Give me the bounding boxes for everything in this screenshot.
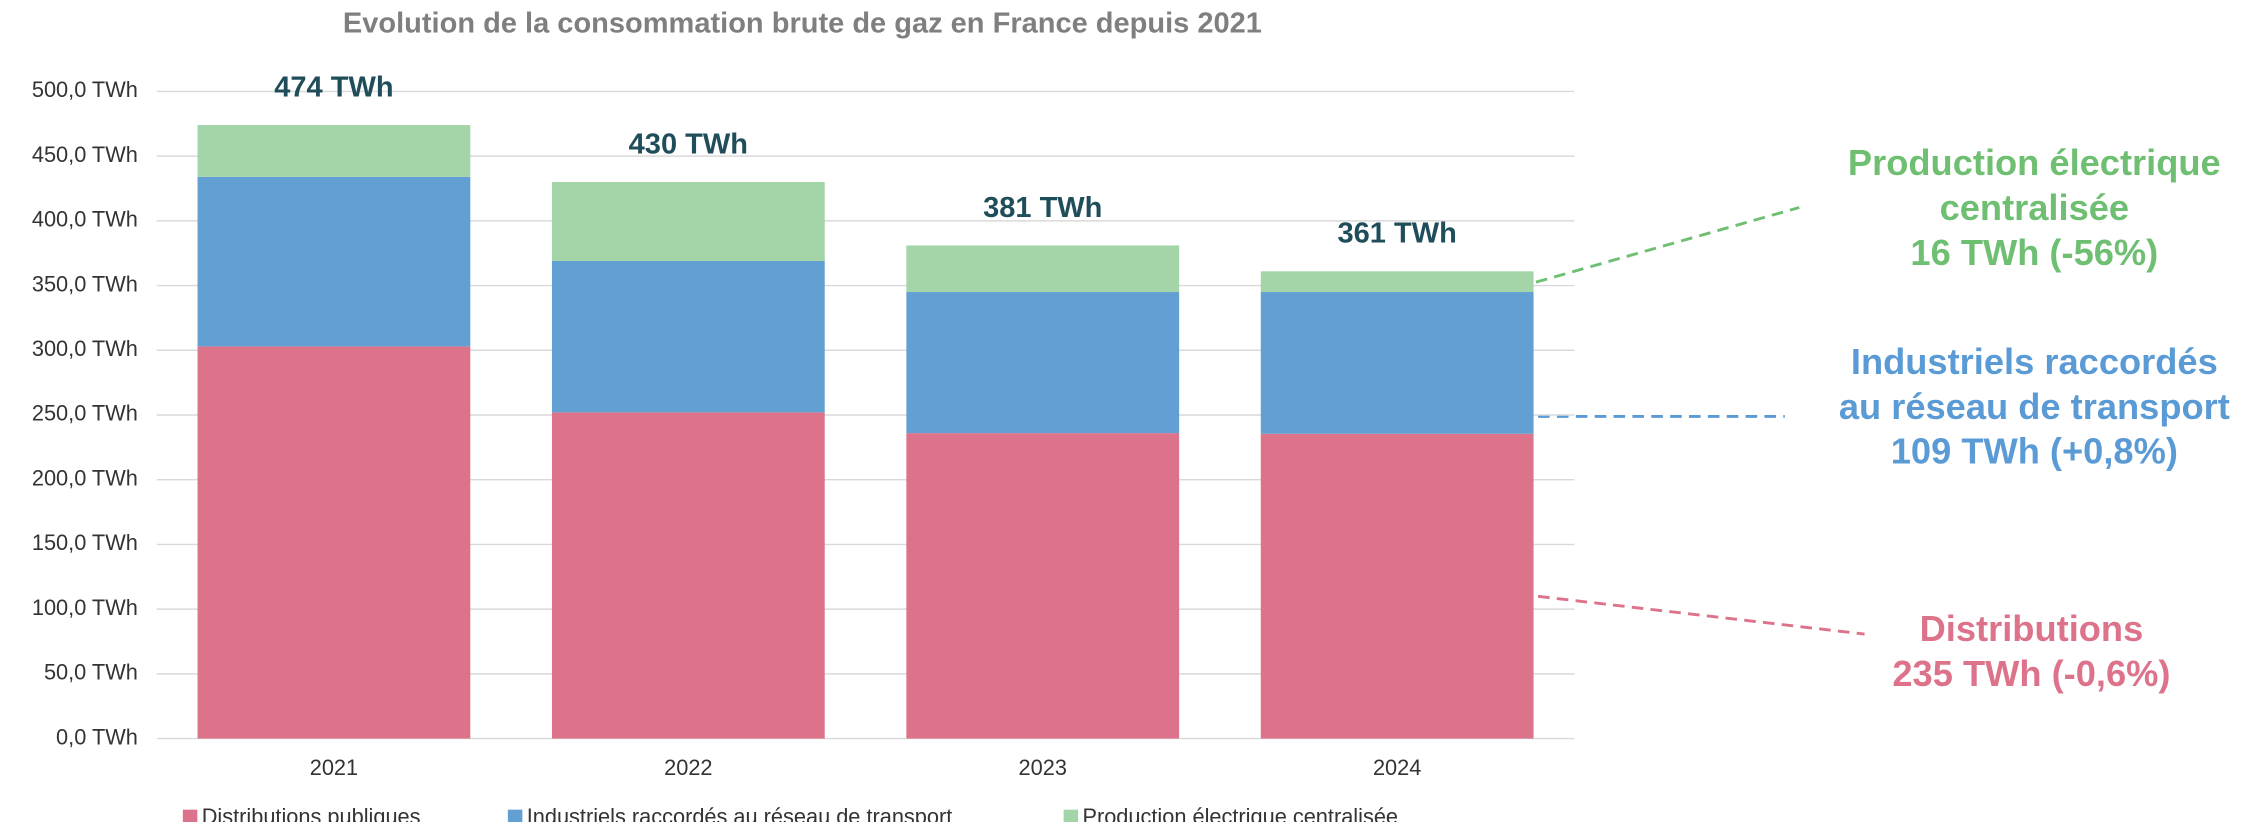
y-tick-label: 300,0 TWh <box>32 336 138 361</box>
y-tick-label: 0,0 TWh <box>56 724 138 749</box>
y-tick-label: 50,0 TWh <box>44 660 138 685</box>
annotation: Production électrique <box>1848 142 2221 183</box>
bar-segment <box>197 176 471 347</box>
annotation: 16 TWh (-56%) <box>1910 232 2158 273</box>
x-tick-label: 2023 <box>1019 755 1067 780</box>
leader-line <box>1537 594 1865 636</box>
annotation: au réseau de transport <box>1839 386 2230 427</box>
y-tick-label: 250,0 TWh <box>32 401 138 426</box>
total-label: 430 TWh <box>629 128 748 160</box>
legend-swatch <box>1063 809 1079 822</box>
legend-label: Distributions publiques <box>202 804 421 822</box>
x-tick-label: 2022 <box>664 755 712 780</box>
x-tick-label: 2024 <box>1373 755 1421 780</box>
bar-segment <box>1260 433 1534 739</box>
annotation: 235 TWh (-0,6%) <box>1892 653 2170 694</box>
legend-swatch <box>182 809 198 822</box>
bar-segment <box>197 346 471 739</box>
y-tick-label: 150,0 TWh <box>32 530 138 555</box>
bar-segment <box>197 125 471 177</box>
annotation: 109 TWh (+0,8%) <box>1891 431 2178 472</box>
y-tick-label: 500,0 TWh <box>32 77 138 102</box>
bar-segment <box>1260 292 1534 434</box>
leader-line <box>1517 206 1800 289</box>
bar-segment <box>906 245 1180 293</box>
legend-label: Industriels raccordés au réseau de trans… <box>527 804 953 822</box>
y-tick-label: 450,0 TWh <box>32 142 138 167</box>
y-tick-label: 400,0 TWh <box>32 207 138 232</box>
bar-segment <box>1260 271 1534 293</box>
chart-title: Evolution de la consommation brute de ga… <box>343 7 1262 39</box>
y-tick-label: 200,0 TWh <box>32 465 138 490</box>
legend-swatch <box>507 809 523 822</box>
total-label: 361 TWh <box>1338 218 1457 250</box>
bar-segment <box>906 292 1180 434</box>
bar-segment <box>551 182 825 261</box>
total-label: 381 TWh <box>983 192 1102 224</box>
x-tick-label: 2021 <box>310 755 358 780</box>
bar-segment <box>906 433 1180 739</box>
legend-label: Production électrique centralisée <box>1082 804 1398 822</box>
total-label: 474 TWh <box>274 71 393 103</box>
y-tick-label: 350,0 TWh <box>32 271 138 296</box>
bar-segment <box>551 412 825 739</box>
annotation: Distributions <box>1920 608 2144 649</box>
y-tick-label: 100,0 TWh <box>32 595 138 620</box>
annotation: centralisée <box>1940 187 2130 228</box>
bar-segment <box>551 260 825 413</box>
annotation: Industriels raccordés <box>1851 341 2218 382</box>
